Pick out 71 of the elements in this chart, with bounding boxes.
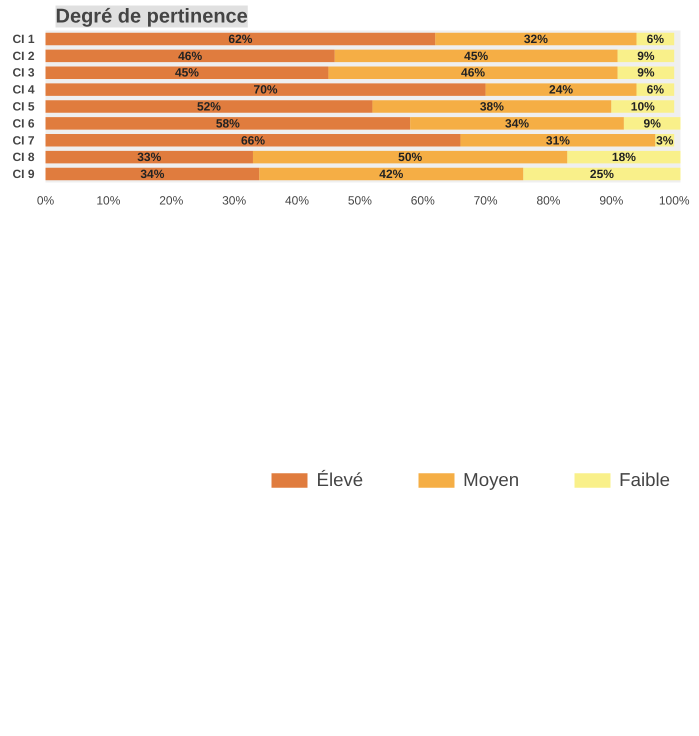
x-tick-label: 0% — [36, 194, 54, 208]
bar — [523, 168, 680, 180]
data-label: 34% — [140, 167, 165, 182]
data-label: 6% — [646, 82, 664, 97]
data-label: 42% — [379, 167, 404, 182]
y-tick-label: CI 3 — [12, 66, 35, 80]
data-label: 52% — [196, 100, 222, 114]
bar — [435, 32, 636, 46]
bar — [372, 100, 612, 113]
bar — [410, 117, 624, 130]
data-label: 9% — [637, 48, 655, 63]
x-tick-label: 80% — [536, 194, 561, 208]
data-label: 33% — [137, 150, 162, 164]
legend-label: Élevé — [316, 469, 364, 491]
bar — [46, 117, 410, 130]
data-label: 45% — [464, 48, 489, 63]
data-label: 6% — [646, 32, 664, 46]
bar — [46, 83, 486, 96]
data-label: 38% — [480, 100, 504, 114]
y-tick-label: CI 2 — [12, 48, 35, 63]
data-label: 31% — [546, 133, 570, 148]
y-tick-label: CI 4 — [12, 82, 35, 97]
bar — [486, 83, 636, 96]
y-tick-label: CI 8 — [12, 150, 35, 164]
data-label: 3% — [656, 133, 674, 148]
bar — [460, 134, 656, 147]
data-label: 18% — [612, 150, 636, 164]
data-label: 58% — [216, 116, 240, 130]
y-tick-label: CI 9 — [12, 167, 35, 182]
data-label: 34% — [505, 116, 530, 130]
x-tick-label: 70% — [474, 194, 498, 208]
data-label: 50% — [398, 150, 422, 164]
bar — [46, 66, 328, 79]
x-tick-label: 100% — [658, 194, 690, 208]
x-tick-label: 60% — [410, 194, 436, 208]
x-tick-label: 50% — [348, 194, 372, 208]
bar — [334, 50, 618, 62]
chart-title: Degré de pertinence — [56, 6, 248, 28]
x-tick-label: 30% — [222, 194, 246, 208]
data-label: 9% — [637, 66, 655, 80]
data-label: 24% — [549, 82, 574, 97]
bar — [567, 150, 680, 164]
y-tick-label: CI 7 — [12, 133, 35, 148]
data-label: 62% — [228, 32, 253, 46]
bar — [328, 66, 618, 79]
x-tick-label: 40% — [284, 194, 310, 208]
data-label: 45% — [174, 66, 200, 80]
bar — [252, 150, 568, 164]
data-label: 10% — [630, 100, 656, 114]
bar — [259, 168, 524, 180]
data-label: 70% — [254, 82, 278, 97]
bar — [46, 32, 436, 46]
legend-label: Moyen — [463, 469, 520, 491]
data-label: 66% — [240, 133, 266, 148]
bar — [46, 168, 260, 180]
data-label: 46% — [461, 66, 486, 80]
x-tick-label: 20% — [159, 194, 184, 208]
data-label: 46% — [178, 48, 202, 63]
bar — [46, 100, 372, 113]
data-label: 9% — [644, 116, 662, 130]
bar — [46, 134, 460, 147]
y-tick-label: CI 6 — [12, 116, 35, 130]
bar — [46, 150, 253, 164]
data-label: 32% — [524, 32, 548, 46]
y-tick-label: CI 5 — [12, 100, 35, 114]
x-tick-label: 10% — [96, 194, 121, 208]
data-label: 25% — [590, 167, 614, 182]
x-tick-label: 90% — [599, 194, 624, 208]
bar — [46, 50, 335, 62]
legend-label: Faible — [619, 469, 670, 491]
y-tick-label: CI 1 — [12, 32, 35, 46]
